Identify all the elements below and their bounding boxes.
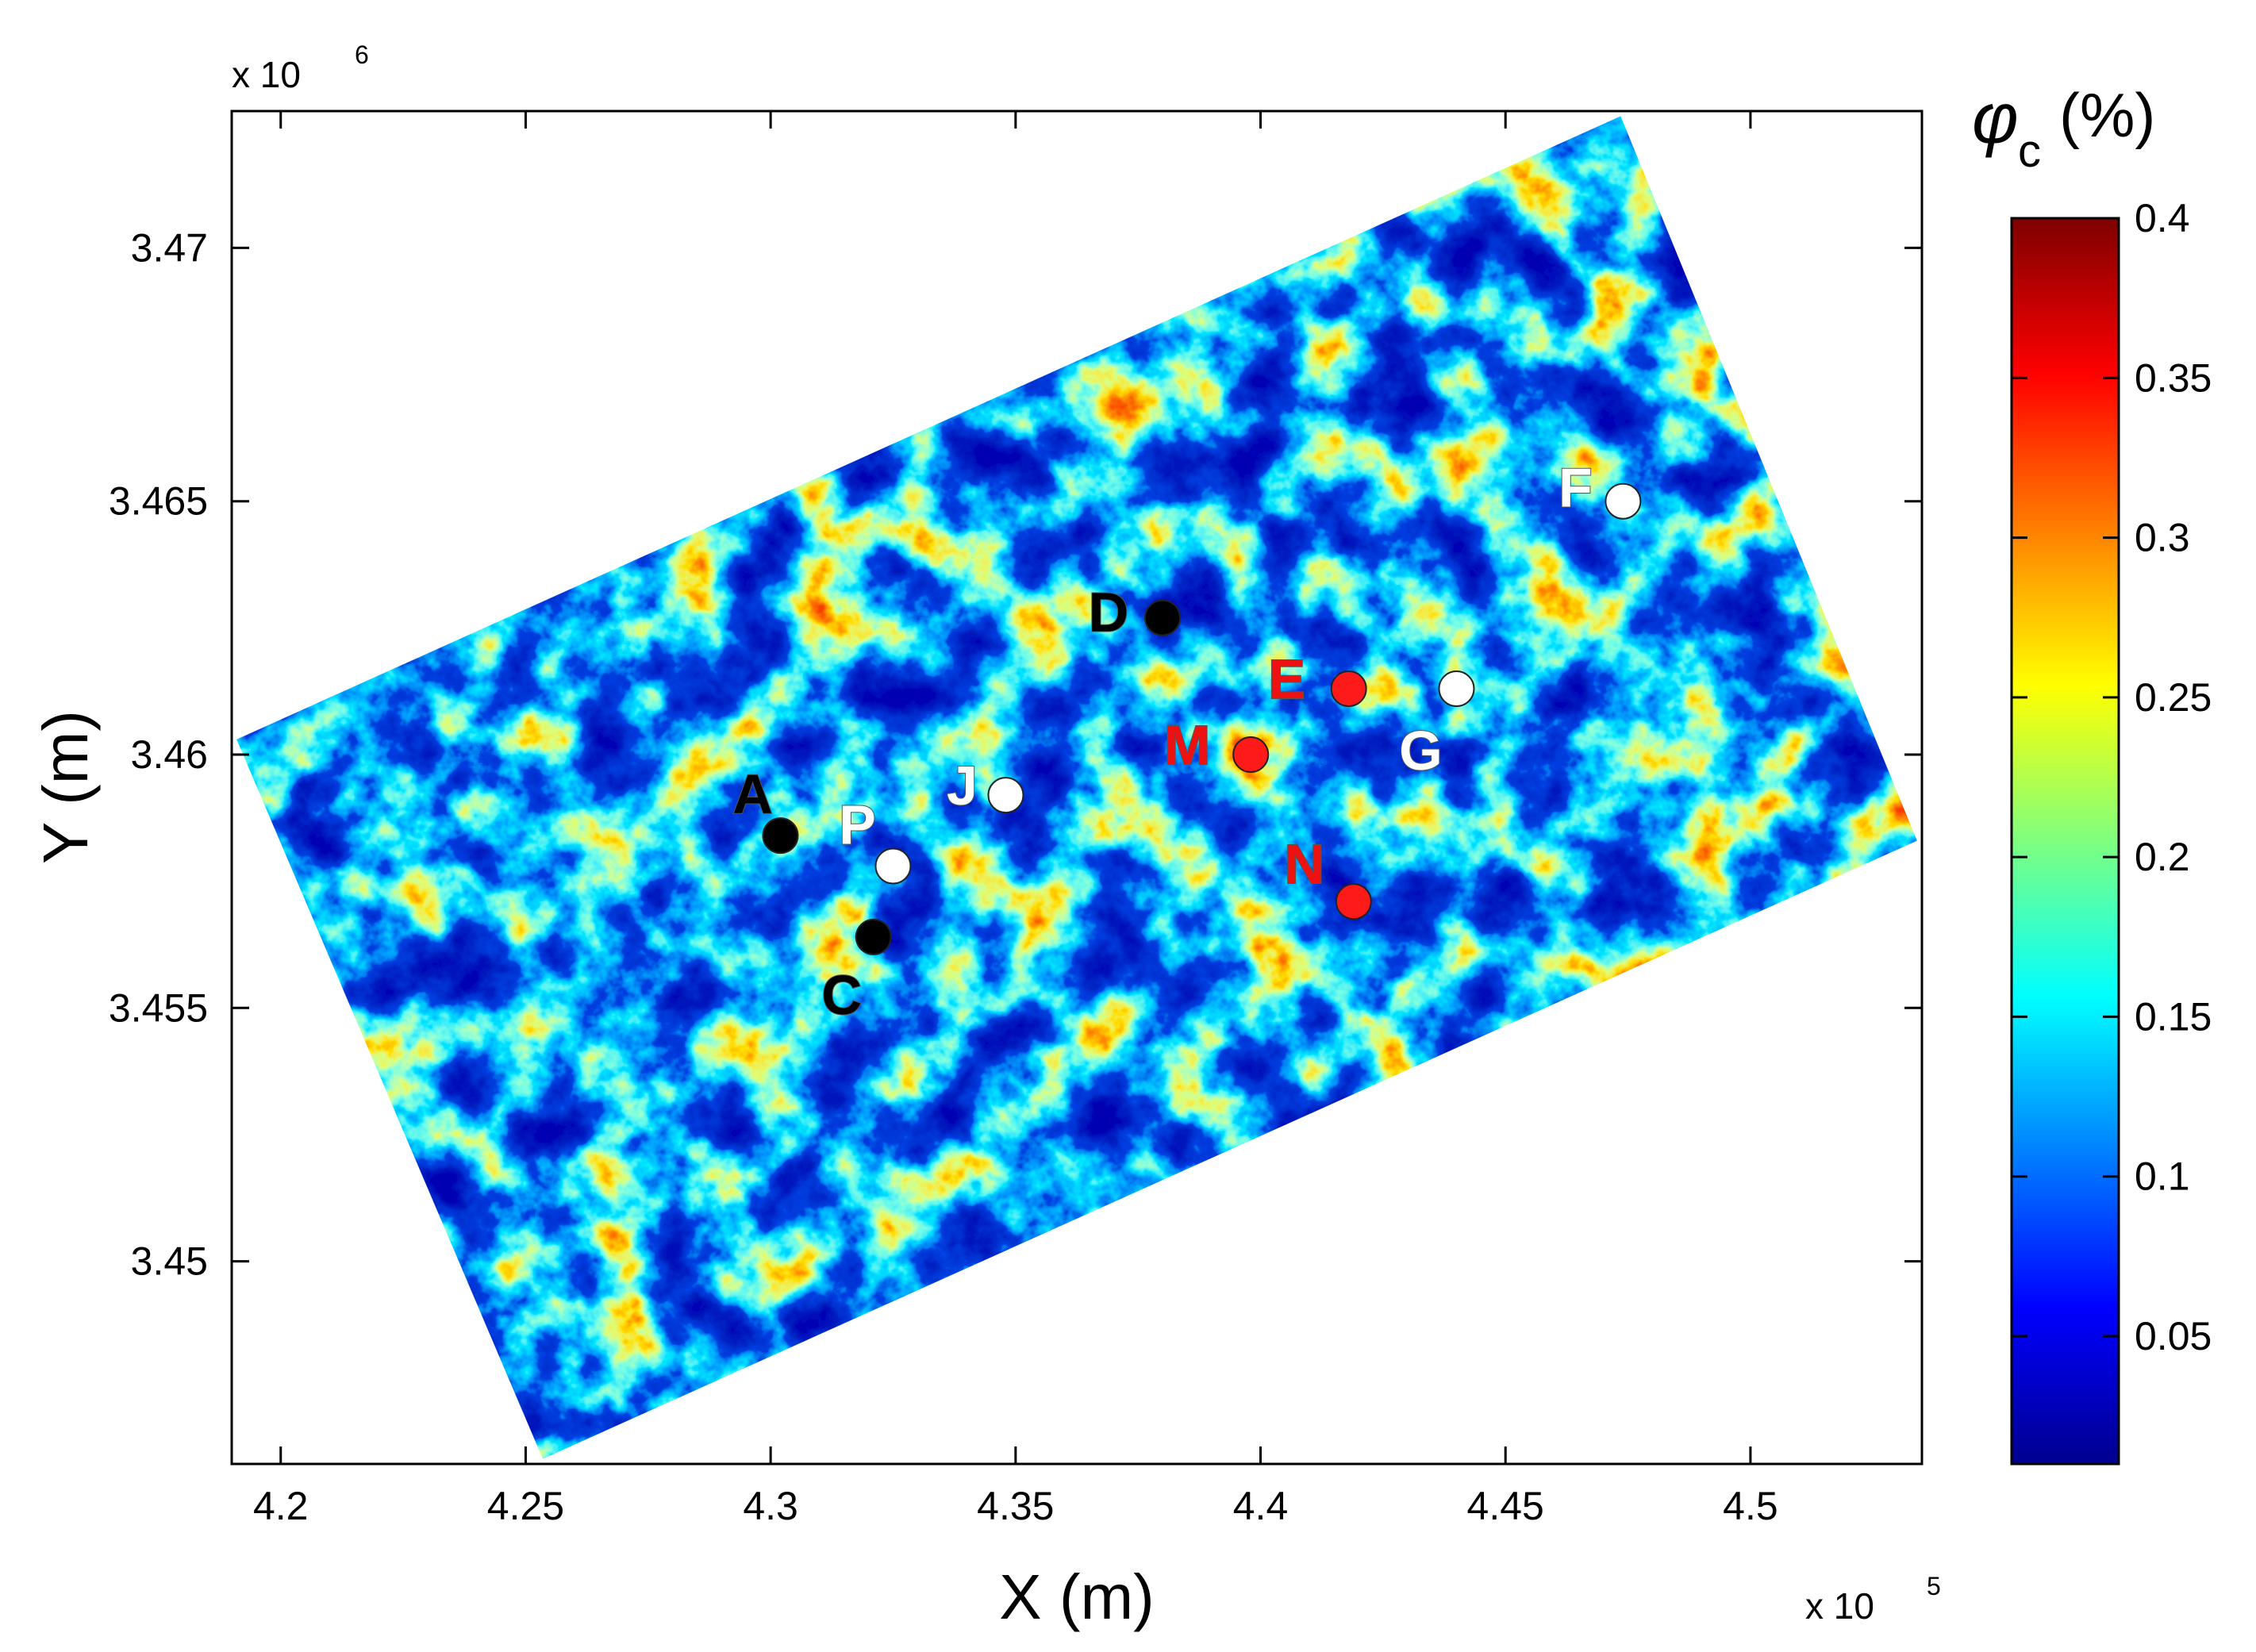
sample-point-n: [1335, 883, 1372, 920]
x-axis-ticks: 4.2 4.25 4.3 4.35 4.4 4.45 4.5: [253, 111, 1778, 1528]
sample-point-label-c: C: [822, 964, 863, 1026]
y-tick-label: 3.46: [131, 732, 208, 777]
colorbar-subscript: c: [2018, 125, 2041, 177]
sample-point-label-a: A: [732, 763, 773, 825]
sample-point-a: [762, 817, 799, 855]
colorbar-tick-label: 0.25: [2135, 675, 2212, 720]
colorbar-tick-label: 0.4: [2135, 196, 2190, 240]
colorbar-ticks: 0.05 0.1 0.15 0.2 0.25 0.3 0.35 0.4: [2012, 196, 2212, 1358]
sample-point-label-f: F: [1558, 457, 1593, 519]
sample-point-p: [874, 847, 912, 885]
x-axis-label: X (m): [999, 1562, 1155, 1632]
heatmap-texture: [236, 116, 1917, 1459]
plot-frame: [230, 109, 1924, 1466]
heatmap-area: [236, 116, 1917, 1459]
sample-point-j: [987, 777, 1024, 814]
sample-point-g: [1438, 670, 1475, 707]
colorbar-tick-label: 0.05: [2135, 1314, 2212, 1358]
sample-point-f: [1605, 482, 1642, 520]
colorbar-tick-label: 0.1: [2135, 1154, 2190, 1199]
x-axis-multiplier: x 10 5: [1805, 1572, 1941, 1627]
sample-point-label-e: E: [1268, 648, 1305, 710]
y-axis-ticks: 3.45 3.455 3.46 3.465 3.47: [109, 225, 1922, 1284]
colorbar-label: φ c (%): [1972, 79, 2155, 177]
x-multiplier-exp: 5: [1927, 1572, 1941, 1600]
x-multiplier-text: x 10: [1805, 1585, 1874, 1627]
sample-point-label-p: P: [839, 793, 876, 855]
colorbar: 0.05 0.1 0.15 0.2 0.25 0.3 0.35 0.4 φ c (%): [1972, 79, 2212, 1466]
x-tick-label: 4.4: [1233, 1484, 1289, 1528]
x-tick-label: 4.25: [487, 1484, 564, 1528]
colorbar-unit: (%): [2059, 80, 2155, 150]
y-tick-label: 3.455: [109, 985, 208, 1030]
y-tick-label: 3.465: [109, 479, 208, 524]
sample-point-label-d: D: [1089, 582, 1129, 644]
y-multiplier-text: x 10: [232, 54, 301, 95]
sample-points: A P C J D EM G N F: [732, 456, 1642, 1027]
sample-point-c: [855, 918, 892, 955]
colorbar-tick-label: 0.15: [2135, 994, 2212, 1039]
sample-point-label-n: N: [1285, 833, 1325, 895]
x-tick-label: 4.5: [1723, 1484, 1778, 1528]
y-tick-label: 3.47: [131, 225, 208, 270]
sample-point-d: [1144, 599, 1182, 636]
y-tick-label: 3.45: [131, 1239, 208, 1284]
y-multiplier-exp: 6: [355, 40, 369, 69]
x-tick-label: 4.35: [977, 1484, 1054, 1528]
sample-point-label-m: M: [1164, 714, 1210, 776]
colorbar-symbol: φ: [1972, 79, 2019, 159]
colorbar-gradient: [2010, 217, 2120, 1466]
sample-point-e: [1330, 670, 1367, 707]
y-axis-multiplier: x 10 6: [232, 40, 369, 95]
colorbar-tick-label: 0.2: [2135, 835, 2190, 879]
colorbar-tick-label: 0.3: [2135, 516, 2190, 560]
x-tick-label: 4.45: [1467, 1484, 1544, 1528]
x-tick-label: 4.3: [743, 1484, 798, 1528]
sample-point-label-g: G: [1399, 720, 1442, 782]
sample-point-m: [1232, 736, 1270, 773]
x-tick-label: 4.2: [253, 1484, 309, 1528]
y-axis-label: Y (m): [30, 710, 101, 864]
colorbar-tick-label: 0.35: [2135, 355, 2212, 400]
sample-point-label-j: J: [947, 755, 978, 816]
